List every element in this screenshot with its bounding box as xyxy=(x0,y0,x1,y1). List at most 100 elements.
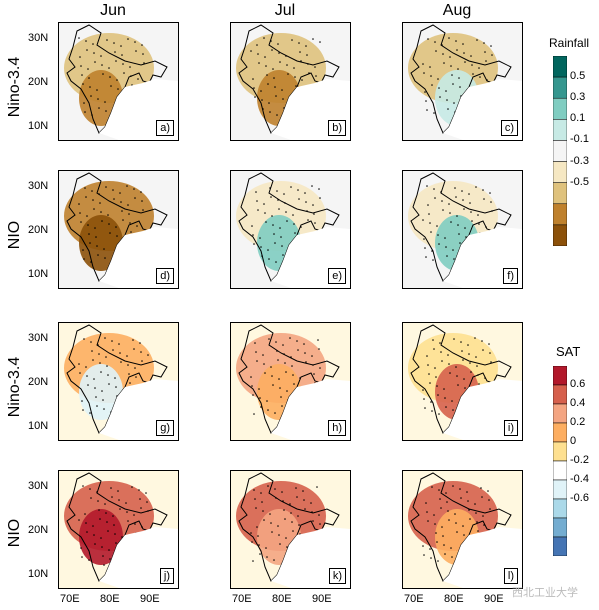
significance-dot xyxy=(478,67,480,69)
significance-dot xyxy=(424,407,426,409)
significance-dot xyxy=(452,83,454,85)
significance-dot xyxy=(318,348,320,350)
significance-dot xyxy=(275,261,277,263)
significance-dot xyxy=(143,62,145,64)
map-panel: c) xyxy=(402,22,523,141)
significance-dot xyxy=(265,221,267,223)
significance-dot xyxy=(317,339,319,341)
x-tick-label: 70E xyxy=(232,593,252,605)
significance-dot xyxy=(78,519,80,521)
significance-dot xyxy=(314,222,316,224)
significance-dot xyxy=(82,409,84,411)
significance-dot xyxy=(443,544,445,546)
significance-dot xyxy=(302,490,304,492)
significance-dot xyxy=(106,39,108,41)
significance-dot xyxy=(108,383,110,385)
significance-dot xyxy=(276,190,278,192)
significance-dot xyxy=(121,210,123,212)
colorbar-segment xyxy=(552,365,568,386)
significance-dot xyxy=(449,372,451,374)
significance-dot xyxy=(104,503,106,505)
significance-dot xyxy=(126,511,128,513)
significance-dot xyxy=(252,560,254,562)
significance-dot xyxy=(126,185,128,187)
significance-dot xyxy=(121,54,123,56)
significance-dot xyxy=(88,559,90,561)
significance-dot xyxy=(304,508,306,510)
significance-dot xyxy=(297,515,299,517)
significance-dot xyxy=(133,188,135,190)
significance-dot xyxy=(452,485,454,487)
colorbar-segment xyxy=(552,498,568,519)
colorbar-segment xyxy=(552,224,568,247)
ocean-mask xyxy=(99,527,178,588)
significance-dot xyxy=(277,359,279,361)
significance-dot xyxy=(97,254,99,256)
significance-dot xyxy=(312,520,314,522)
significance-dot xyxy=(296,340,298,342)
significance-dot xyxy=(444,553,446,555)
significance-dot xyxy=(310,502,312,504)
significance-dot xyxy=(490,361,492,363)
significance-dot xyxy=(425,502,427,504)
significance-dot xyxy=(85,366,87,368)
significance-dot xyxy=(431,410,433,412)
significance-dot xyxy=(455,366,457,368)
significance-dot xyxy=(427,364,429,366)
colorbar-value: 0.3 xyxy=(570,91,586,104)
significance-dot xyxy=(290,186,292,188)
significance-dot xyxy=(79,212,81,214)
significance-dot xyxy=(271,375,273,377)
significance-dot xyxy=(448,37,450,39)
significance-dot xyxy=(428,373,430,375)
significance-dot xyxy=(434,41,436,43)
significance-dot xyxy=(86,375,88,377)
map-field xyxy=(403,471,522,588)
significance-dot xyxy=(94,61,96,63)
significance-dot xyxy=(256,360,258,362)
significance-dot xyxy=(466,491,468,493)
significance-dot xyxy=(142,209,144,211)
significance-dot xyxy=(445,492,447,494)
significance-dot xyxy=(92,199,94,201)
significance-dot xyxy=(470,211,472,213)
significance-dot xyxy=(94,387,96,389)
significance-dot xyxy=(120,201,122,203)
significance-dot xyxy=(85,196,87,198)
significance-dot xyxy=(112,349,114,351)
significance-dot xyxy=(468,353,470,355)
significance-dot xyxy=(431,486,433,488)
significance-dot xyxy=(128,373,130,375)
rainfall-colorbar-title: Rainfall xyxy=(549,36,590,50)
y-tick-label: 20N xyxy=(28,376,49,388)
significance-dot xyxy=(93,378,95,380)
significance-dot xyxy=(95,396,97,398)
significance-dot xyxy=(453,338,455,340)
significance-dot xyxy=(115,226,117,228)
significance-dot xyxy=(445,90,447,92)
significance-dot xyxy=(84,111,86,113)
significance-dot xyxy=(257,209,259,211)
significance-dot xyxy=(435,532,437,534)
significance-dot xyxy=(479,76,481,78)
significance-dot xyxy=(105,356,107,358)
significance-dot xyxy=(284,518,286,520)
significance-dot xyxy=(304,192,306,194)
significance-dot xyxy=(260,246,262,248)
significance-dot xyxy=(260,90,262,92)
colorbar-value: 0.4 xyxy=(570,397,586,409)
significance-dot xyxy=(92,43,94,45)
significance-dot xyxy=(450,221,452,223)
significance-dot xyxy=(120,361,122,363)
significance-dot xyxy=(422,545,424,547)
significance-dot xyxy=(272,68,274,70)
significance-dot xyxy=(291,521,293,523)
significance-dot xyxy=(293,67,295,69)
significance-dot xyxy=(457,224,459,226)
significance-dot xyxy=(426,185,428,187)
significance-dot xyxy=(423,554,425,556)
significance-dot xyxy=(278,378,280,380)
significance-dot xyxy=(88,233,90,235)
significance-dot xyxy=(426,511,428,513)
significance-dot xyxy=(426,355,428,357)
